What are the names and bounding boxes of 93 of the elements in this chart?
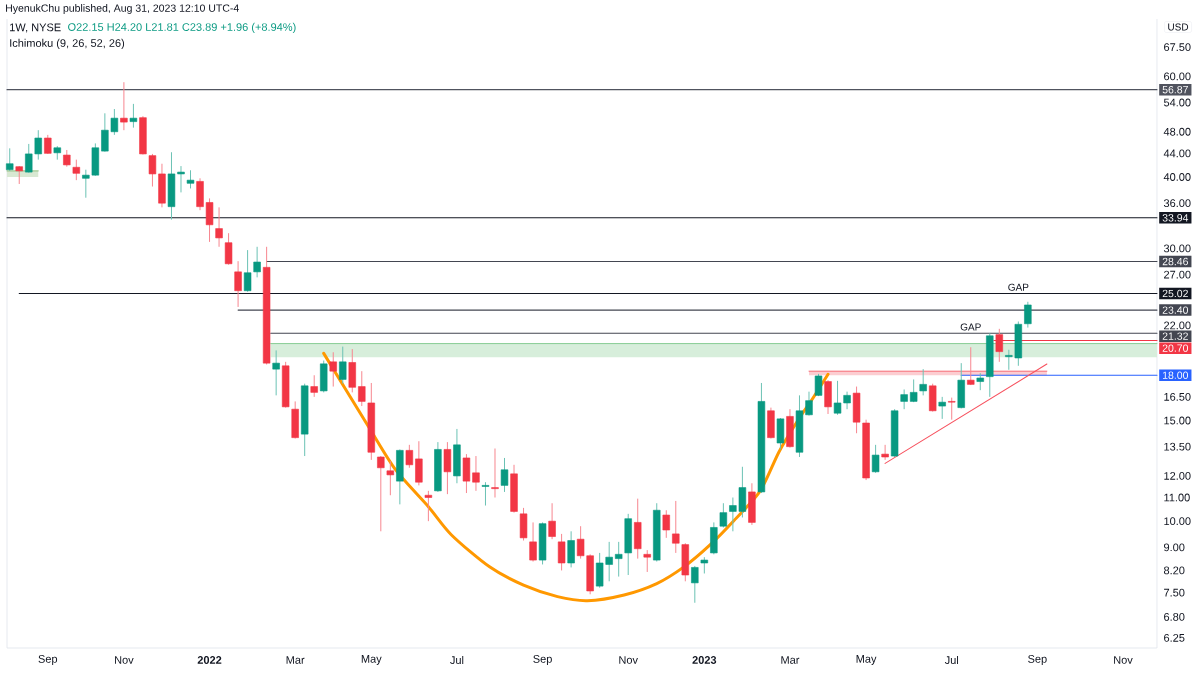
x-tick-label: Jul: [944, 655, 959, 665]
data-label: 23.40: [1162, 306, 1189, 314]
data-label: 56.87: [1162, 85, 1188, 94]
annotation: GAP: [1008, 283, 1029, 291]
candlestick: [529, 521, 537, 563]
candlestick: [472, 455, 480, 492]
candlestick: [614, 541, 623, 578]
candlestick: [672, 500, 680, 554]
x-tick-label: Nov: [115, 656, 134, 664]
y-tick-label: 22.00: [1164, 321, 1191, 330]
candlestick: [1024, 301, 1032, 329]
x-tick-label: Sep: [1028, 655, 1047, 665]
candlestick: [500, 457, 509, 493]
candlestick: [557, 533, 566, 571]
candlestick: [339, 346, 347, 385]
data-label: 20.70: [1162, 344, 1189, 352]
x-tick-label: Sep: [38, 655, 58, 665]
candlestick: [377, 455, 385, 532]
y-tick-label: 10.00: [1164, 517, 1191, 526]
candlestick: [386, 460, 395, 496]
data-label: 25.02: [1162, 289, 1188, 298]
candlestick: [215, 206, 223, 248]
x-tick-label: Nov: [1114, 656, 1133, 664]
y-tick-label: 60.00: [1164, 72, 1191, 81]
candlestick: [462, 453, 471, 494]
y-tick-label: 9.00: [1164, 543, 1185, 552]
candlestick: [310, 374, 318, 398]
x-tick-label: Mar: [286, 656, 305, 664]
y-tick-label: 30.00: [1163, 244, 1191, 253]
candlestick: [938, 396, 946, 420]
y-axis-title: USD: [1168, 23, 1189, 31]
candlestick: [643, 549, 651, 573]
candlestick: [443, 441, 452, 495]
text: HyenukChu published, Aug 31, 2023 12:10 UTC-4: [6, 4, 239, 14]
y-tick-label: 6.25: [1164, 633, 1185, 642]
x-tick-label: Mar: [781, 656, 800, 664]
y-tick-label: 7.50: [1164, 588, 1185, 597]
y-tick-label: 11.00: [1164, 493, 1190, 502]
data-label: 21.32: [1162, 332, 1188, 340]
annotation: Ichimoku (9, 26, 52, 26): [10, 38, 125, 50]
candlestick: [415, 440, 423, 486]
candlestick: [424, 490, 433, 522]
candlestick: [186, 169, 195, 189]
y-tick-label: 8.20: [1163, 566, 1185, 575]
candlestick: [72, 159, 81, 181]
candlestick: [481, 481, 490, 507]
y-tick-label: 12.00: [1164, 472, 1191, 480]
candlestick: [329, 351, 337, 388]
candlestick: [871, 444, 880, 474]
y-tick-label: 6.80: [1164, 613, 1185, 621]
x-tick-label: 2022: [197, 656, 222, 664]
y-tick-label: 54.00: [1163, 98, 1191, 107]
annotation: GAP: [960, 323, 981, 331]
y-tick-label: 27.00: [1164, 270, 1191, 279]
y-tick-label: 16.50: [1164, 392, 1191, 401]
candlestick: [120, 81, 128, 131]
candlestick: [900, 388, 908, 410]
x-tick-label: Nov: [619, 656, 638, 664]
data-label: 33.94: [1162, 214, 1189, 222]
candlestick: [567, 530, 575, 568]
candlestick: [358, 370, 366, 407]
y-tick-label: 44.00: [1163, 149, 1191, 158]
data-label: 18.00: [1162, 371, 1189, 379]
candlestick: [224, 232, 233, 266]
y-tick-label: 13.50: [1164, 442, 1191, 451]
candlestick: [272, 349, 280, 396]
candlestick: [691, 565, 699, 604]
data-label: 28.46: [1162, 257, 1188, 266]
y-tick-label: 36.00: [1163, 199, 1191, 208]
candlestick: [662, 509, 670, 539]
x-tick-label: Sep: [533, 655, 552, 665]
y-tick-label: 15.00: [1164, 416, 1191, 425]
candlestick: [919, 368, 927, 396]
x-tick-label: May: [856, 655, 877, 665]
chart-subtitle: O22.15 H24.20 L21.81 C23.89 +1.96 (+8.94%): [68, 22, 296, 34]
y-tick-label: 48.00: [1163, 127, 1191, 136]
candlestick: [719, 502, 728, 528]
y-tick-label: 67.50: [1164, 43, 1191, 52]
candlestick: [44, 134, 52, 155]
candlestick: [881, 444, 889, 461]
candlestick: [405, 444, 414, 469]
candlestick: [491, 448, 499, 499]
x-tick-label: 2023: [692, 656, 717, 664]
chart-title: 1W, NYSE: [10, 23, 61, 33]
candlestick: [129, 103, 138, 129]
candlestick: [148, 153, 157, 188]
candlestick: [548, 502, 556, 540]
candlestick: [234, 260, 242, 308]
y-tick-label: 40.00: [1163, 173, 1191, 181]
candlestick: [948, 397, 956, 421]
x-tick-label: Jul: [450, 655, 464, 665]
candlestick: [6, 147, 14, 172]
x-tick-label: May: [361, 655, 382, 665]
